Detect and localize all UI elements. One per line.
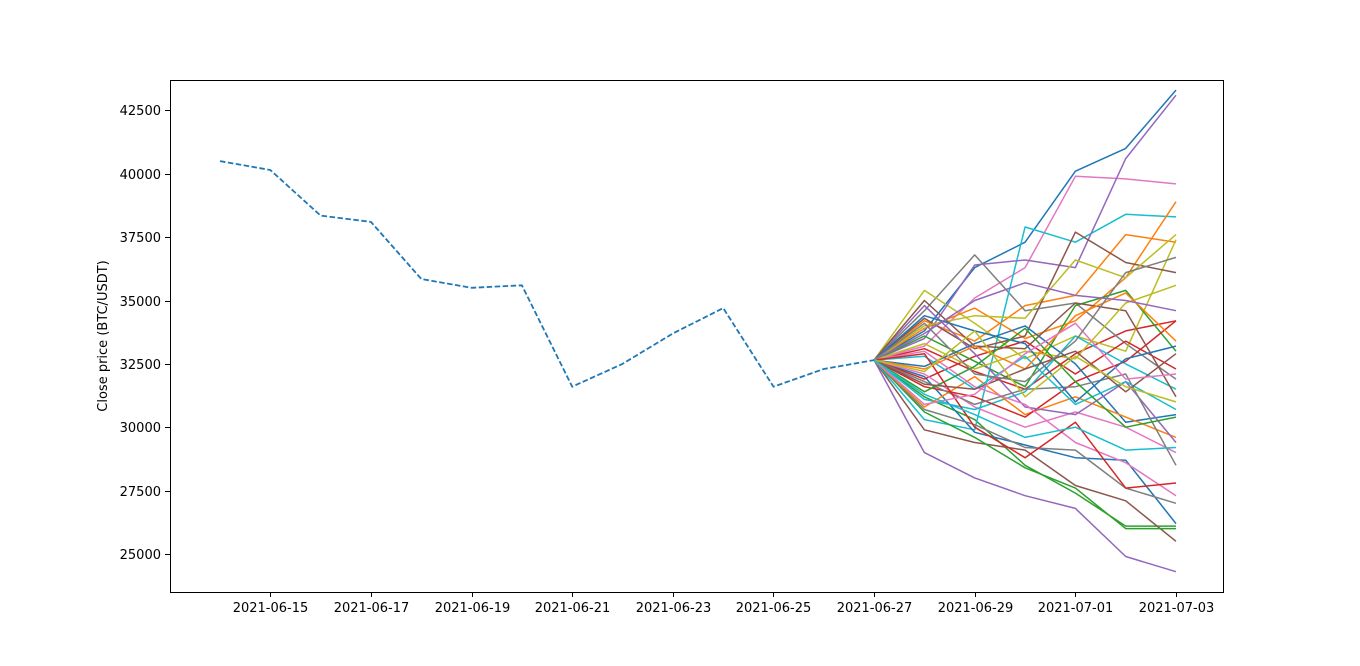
simulation-series-line — [873, 256, 1177, 383]
x-axis: 2021-06-15 2021-06-17 2021-06-19 2021-06-21… — [233, 592, 1215, 616]
simulation-series-line — [873, 322, 1177, 406]
x-tick-label: 2021-06-19 — [435, 601, 511, 616]
y-tick-label: 27500 — [120, 485, 161, 500]
simulation-series-line — [873, 330, 1177, 403]
simulation-lines — [873, 89, 1177, 573]
simulation-series-line — [873, 350, 1177, 393]
y-tick-label: 35000 — [120, 295, 161, 310]
simulation-series-line — [873, 213, 1177, 431]
simulation-series-line — [873, 284, 1177, 370]
x-tick-label: 2021-06-21 — [535, 601, 611, 616]
simulation-series-line — [873, 350, 1177, 497]
simulation-series-line — [874, 352, 1177, 489]
simulation-series-line — [873, 234, 1177, 361]
plot-frame — [170, 80, 1224, 593]
simulation-series-line — [873, 359, 1177, 451]
simulation-series-line — [873, 239, 1177, 361]
y-tick-label: 25000 — [120, 548, 161, 563]
x-tick-label: 2021-06-25 — [736, 601, 812, 616]
simulation-series-line — [873, 94, 1177, 361]
x-tick-label: 2021-06-29 — [938, 601, 1014, 616]
simulation-series-line — [873, 282, 1177, 361]
y-tick-label: 42500 — [120, 104, 161, 119]
simulation-series-line — [873, 340, 1177, 380]
simulation-series-line — [873, 359, 1177, 525]
history-line — [219, 160, 875, 388]
simulation-series-line — [873, 314, 1177, 403]
simulation-series-line — [873, 327, 1177, 428]
simulation-series-line — [873, 175, 1177, 361]
x-tick-label: 2021-06-15 — [233, 601, 309, 616]
simulation-series-line — [873, 89, 1177, 361]
x-tick-label: 2021-06-27 — [837, 601, 913, 616]
simulation-series-line — [873, 359, 1176, 530]
y-tick-label: 30000 — [120, 421, 161, 436]
y-axis: 25000 27500 30000 32500 35000 37500 40000 42500 — [120, 104, 170, 563]
simulation-series-line — [873, 289, 1177, 388]
y-tick-label: 40000 — [120, 168, 161, 183]
simulation-series-line — [873, 359, 1177, 573]
simulation-series-line — [873, 231, 1177, 361]
simulation-series-line — [873, 299, 1177, 398]
x-tick-label: 2021-06-17 — [334, 601, 410, 616]
simulation-series-line — [873, 359, 1176, 527]
simulation-series-line — [874, 325, 1177, 423]
x-tick-label: 2021-07-03 — [1139, 601, 1215, 616]
simulation-series-line — [874, 355, 1177, 411]
x-tick-label: 2021-06-23 — [636, 601, 712, 616]
history-line-group — [219, 160, 875, 388]
y-tick-label: 37500 — [120, 231, 161, 246]
y-tick-label: 32500 — [120, 358, 161, 373]
simulation-series-line — [873, 320, 1177, 418]
x-tick-label: 2021-07-01 — [1038, 601, 1114, 616]
simulation-series-line — [873, 254, 1177, 380]
simulation-series-line — [873, 359, 1177, 466]
simulation-series-line — [873, 359, 1177, 542]
simulation-series-line — [873, 359, 1177, 439]
simulation-series-line — [873, 335, 1177, 411]
y-axis-label: Close price (BTC/USDT) — [96, 260, 111, 411]
simulation-series-line — [873, 233, 1177, 361]
